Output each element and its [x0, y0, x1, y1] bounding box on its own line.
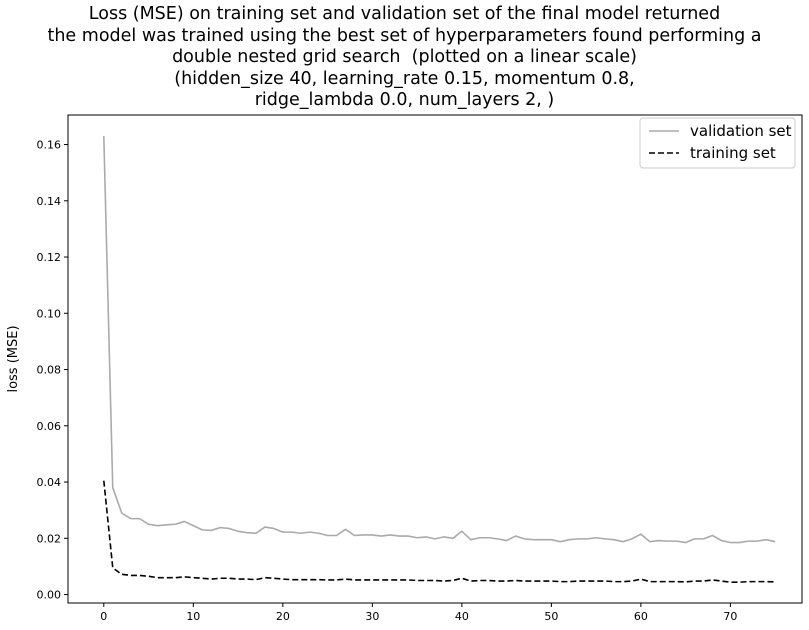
- y-axis: 0.00 0.02 0.04 0.06 0.08 0.10 0.12 0.14 0.16: [37, 139, 68, 602]
- y-tick-label: 0.14: [37, 195, 62, 208]
- legend-label-validation: validation set: [690, 122, 792, 140]
- plot-area: [103, 136, 776, 583]
- y-tick-label: 0.06: [37, 420, 62, 433]
- x-tick-label: 40: [455, 610, 469, 623]
- chart-title-line-2: the model was trained using the best set…: [47, 25, 762, 46]
- chart-title: Loss (MSE) on training set and validatio…: [0, 4, 809, 112]
- plot-frame: [67, 114, 803, 604]
- legend-label-training: training set: [690, 144, 776, 162]
- series-line-training: [103, 480, 776, 583]
- x-tick-label: 0: [100, 610, 107, 623]
- x-axis: 0 10 20 30 40 50 60 70: [100, 603, 737, 623]
- chart-title-line-1: Loss (MSE) on training set and validatio…: [88, 4, 721, 24]
- x-tick-label: 50: [544, 610, 558, 623]
- y-tick-label: 0.00: [37, 589, 62, 602]
- y-tick-label: 0.04: [37, 476, 62, 489]
- y-axis-label: loss (MSE): [6, 325, 21, 392]
- legend: validation set training set: [639, 117, 796, 169]
- y-tick-label: 0.12: [37, 251, 62, 264]
- x-tick-label: 10: [186, 610, 200, 623]
- chart-title-line-4: (hidden_size 40, learning_rate 0.15, mom…: [174, 68, 635, 89]
- chart-title-line-5: ridge_lambda 0.0, num_layers 2, ): [254, 90, 555, 110]
- x-tick-label: 60: [634, 610, 648, 623]
- x-tick-label: 70: [723, 610, 737, 623]
- y-tick-label: 0.10: [37, 307, 62, 320]
- chart-title-line-3: double nested grid search (plotted on a …: [172, 47, 637, 67]
- x-tick-label: 20: [276, 610, 290, 623]
- series-line-validation: [103, 136, 776, 544]
- y-tick-label: 0.02: [37, 532, 62, 545]
- x-tick-label: 30: [365, 610, 379, 623]
- y-tick-label: 0.08: [37, 364, 62, 377]
- y-tick-label: 0.16: [37, 139, 62, 152]
